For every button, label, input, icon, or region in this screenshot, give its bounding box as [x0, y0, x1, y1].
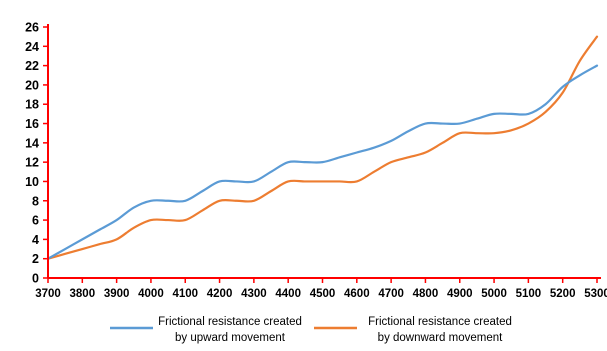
y-tick-label: 8	[32, 194, 39, 208]
x-tick-label: 4200	[207, 288, 233, 300]
legend: Frictional resistance created by upward m…	[110, 316, 512, 344]
x-tick-label: 3700	[35, 288, 61, 300]
series-line-downward	[46, 35, 599, 260]
x-tick-label: 4400	[275, 288, 301, 300]
y-tick-label: 20	[25, 78, 39, 92]
x-tick-label: 4700	[378, 288, 404, 300]
y-tick-label: 22	[25, 59, 39, 73]
x-tick-label: 4300	[241, 288, 267, 300]
series-line-upward	[46, 64, 599, 260]
legend-label-line1: Frictional resistance created	[368, 316, 512, 328]
x-tick-label: 5200	[550, 288, 576, 300]
x-tick-label: 3800	[70, 288, 96, 300]
x-tick-label: 4000	[138, 288, 164, 300]
y-tick-label: 16	[25, 117, 39, 131]
x-axis-tick-labels: 3700 3800 3900 4000 4100 4200 4300 4400 4500 4600…	[35, 288, 607, 300]
y-tick-label: 26	[25, 21, 39, 35]
legend-label-line2: by downward movement	[378, 332, 503, 344]
x-tick-label: 5000	[481, 288, 507, 300]
x-tick-label: 4900	[447, 288, 473, 300]
y-tick-label: 4	[32, 233, 39, 247]
x-tick-label: 4500	[310, 288, 336, 300]
legend-label-line2: by upward movement	[175, 332, 286, 344]
y-tick-label: 18	[25, 98, 39, 112]
y-tick-label: 14	[25, 136, 39, 150]
x-tick-label: 3900	[104, 288, 130, 300]
y-tick-label: 6	[32, 214, 39, 228]
y-tick-label: 2	[32, 252, 39, 266]
x-tick-label: 4600	[344, 288, 370, 300]
x-tick-label: 4100	[172, 288, 198, 300]
y-tick-label: 24	[25, 40, 39, 54]
x-tick-label: 4800	[413, 288, 439, 300]
x-tick-label: 5300	[584, 288, 607, 300]
legend-label-line1: Frictional resistance created	[158, 316, 302, 328]
y-tick-label: 10	[25, 175, 39, 189]
x-tick-label: 5100	[516, 288, 542, 300]
y-tick-label: 12	[25, 156, 39, 170]
series-lines	[46, 35, 599, 260]
y-tick-label: 0	[32, 272, 39, 286]
